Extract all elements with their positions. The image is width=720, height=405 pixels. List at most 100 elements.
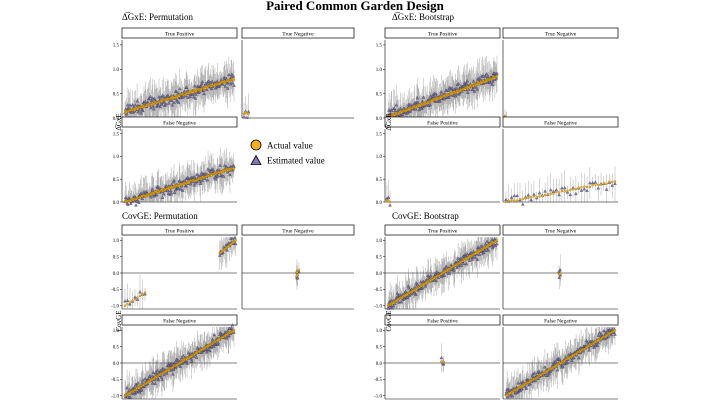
estimated-point: [568, 192, 572, 197]
actual-point: [242, 112, 246, 116]
actual-point: [521, 197, 524, 201]
estimated-point: [610, 327, 614, 331]
facet-strip: [384, 27, 501, 39]
facet-strip: [121, 116, 238, 128]
estimated-point: [565, 360, 570, 364]
estimated-point: [604, 187, 609, 191]
y-tick-label: -1.0: [374, 305, 382, 310]
facet-strip: [241, 27, 355, 39]
facet-strip: [384, 116, 501, 128]
actual-point: [507, 199, 510, 202]
y-tick-label: 1.0: [376, 68, 383, 73]
panel-title: CovGE: Bootstrap: [392, 211, 459, 221]
facet-strip-label: False Negative: [163, 319, 196, 325]
actual-point: [580, 186, 583, 189]
estimated-point: [495, 71, 499, 75]
estimated-point: [520, 386, 524, 390]
estimated-point: [423, 284, 427, 288]
estimated-point: [216, 342, 220, 346]
actual-point: [232, 328, 236, 332]
legend-actual-marker: [250, 139, 262, 151]
estimated-point: [420, 286, 425, 290]
estimated-point: [516, 381, 520, 385]
estimated-point: [159, 375, 164, 379]
estimated-point: [609, 333, 613, 337]
estimated-point: [470, 257, 475, 261]
estimated-point: [524, 386, 528, 390]
estimated-point: [400, 112, 405, 116]
facet-strip: [121, 314, 238, 326]
estimated-point: [420, 106, 424, 111]
facet-false-negative: False Negative -1.0 -0.5 0.0 0.5 1.0: [111, 314, 238, 400]
estimated-point: [537, 191, 542, 195]
actual-point: [247, 112, 250, 116]
estimated-point: [483, 74, 488, 78]
estimated-point: [408, 109, 412, 113]
y-tick-label: 0.0: [376, 272, 383, 277]
estimated-point: [515, 193, 519, 197]
estimated-point: [452, 268, 456, 272]
estimated-point: [428, 103, 432, 107]
estimated-point: [406, 295, 410, 299]
facet-strip: [121, 224, 238, 236]
facet-strip: [384, 224, 501, 236]
estimated-point: [546, 373, 550, 377]
estimated-point: [245, 115, 249, 119]
chart-panel-1: Δ̅GxE: Bootstrap True Positive 0.0 0.5 1.0 1.…: [376, 12, 619, 207]
estimated-point: [537, 369, 541, 373]
estimated-point: [398, 293, 402, 297]
estimated-point: [178, 364, 182, 368]
estimated-point: [399, 300, 403, 304]
actual-point: [602, 182, 606, 185]
estimated-point: [190, 359, 194, 363]
actual-point: [515, 199, 519, 202]
y-tick-label: -1.0: [111, 395, 119, 400]
y-tick-label: 0.5: [376, 92, 383, 97]
actual-point: [560, 189, 564, 193]
facet-true-positive: True Positive -1.0 -0.5 0.0 0.5 1.0: [374, 224, 501, 310]
estimated-point: [167, 361, 172, 365]
estimated-point: [407, 293, 412, 297]
facet-false-negative: False Negative: [502, 314, 619, 400]
actual-point: [583, 185, 586, 188]
estimated-point: [150, 374, 154, 378]
estimated-point: [184, 359, 189, 363]
estimated-point: [415, 96, 419, 100]
estimated-point: [395, 291, 400, 295]
y-tick-label: 0.5: [113, 92, 120, 97]
estimated-point: [595, 343, 600, 347]
estimated-point: [458, 91, 462, 95]
estimated-point: [456, 256, 460, 260]
estimated-point: [173, 360, 177, 364]
estimated-point: [491, 244, 495, 248]
estimated-point: [465, 81, 469, 86]
estimated-point: [560, 186, 564, 190]
estimated-point: [483, 248, 487, 252]
estimated-point: [123, 299, 127, 303]
estimated-point: [189, 357, 193, 361]
estimated-point: [450, 86, 454, 90]
y-tick-label: 0.5: [113, 255, 120, 260]
figure-title: Paired Common Garden Design: [266, 0, 445, 13]
estimated-point: [413, 107, 418, 111]
estimated-point: [447, 271, 452, 275]
estimated-point: [454, 94, 458, 98]
estimated-point: [229, 326, 234, 330]
actual-point: [571, 188, 575, 191]
estimated-point: [577, 356, 581, 360]
facet-strip: [502, 314, 619, 326]
facet-strip-label: False Negative: [544, 319, 577, 325]
estimated-point: [561, 365, 565, 369]
estimated-point: [557, 275, 561, 279]
y-tick-label: 0.0: [376, 201, 383, 206]
actual-point: [296, 274, 299, 277]
actual-point: [388, 200, 392, 204]
estimated-point: [547, 372, 551, 376]
estimated-point: [585, 340, 589, 344]
actual-point: [136, 296, 139, 299]
estimated-point: [186, 351, 191, 355]
estimated-point: [472, 89, 477, 93]
actual-point: [232, 167, 236, 170]
estimated-point: [165, 371, 169, 375]
estimated-point: [529, 198, 533, 202]
